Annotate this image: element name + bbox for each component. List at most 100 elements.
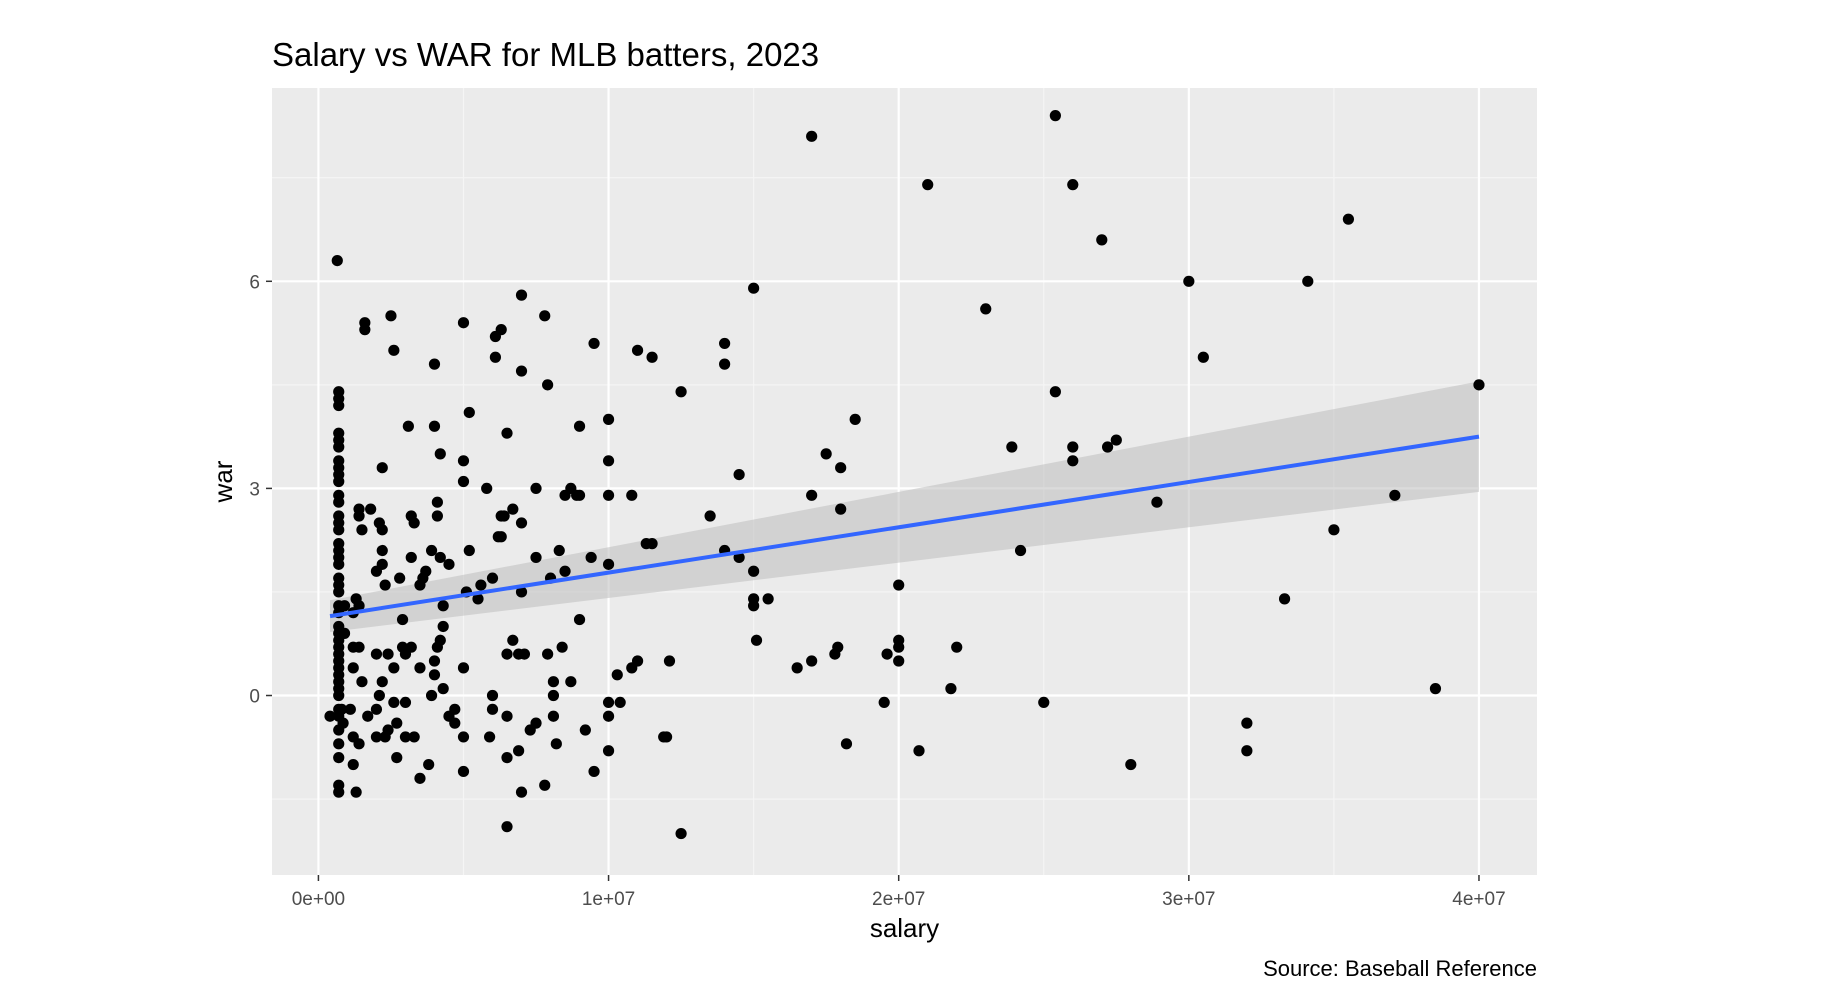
data-point [579,724,591,736]
data-point [356,676,368,688]
data-point [1241,717,1253,729]
data-point [425,544,438,557]
data-point [344,703,356,715]
data-point [1278,593,1291,605]
data-point [515,365,528,377]
data-point [913,745,925,757]
data-point [353,600,365,612]
data-point [376,524,388,536]
x-tick-label: 0e+00 [292,889,345,910]
y-axis: 0 3 6 [249,272,272,708]
data-point [333,752,345,764]
data-point [614,696,626,709]
data-point [449,717,461,729]
data-point [1049,110,1061,122]
y-tick-label: 3 [249,479,260,500]
data-point [573,489,586,501]
data-point [337,717,349,729]
chart-title: Salary vs WAR for MLB batters, 2023 [272,36,819,73]
data-point [370,648,383,660]
data-point [602,696,615,709]
major-gridlines [272,88,1537,875]
data-point [391,752,403,764]
data-point [350,786,362,798]
data-point [402,420,414,432]
data-point [602,710,615,722]
data-point [472,593,484,605]
data-point [1049,386,1061,398]
data-point [365,503,377,515]
x-tick-label: 4e+07 [1452,889,1505,910]
data-point [423,758,435,771]
data-point [840,738,853,750]
data-point [542,648,554,660]
data-point [333,475,345,488]
data-point [481,482,493,495]
data-point [333,496,345,508]
data-point [408,731,420,743]
x-tick-label: 1e+07 [582,889,635,910]
data-point [338,600,351,612]
data-point [515,289,528,301]
data-point [391,717,403,729]
data-point [373,689,385,702]
data-point [376,558,388,570]
data-point [382,648,394,660]
data-point [431,510,443,522]
data-point [388,662,400,674]
data-point [602,455,615,467]
data-point [353,641,365,653]
data-point [646,351,658,363]
data-point [463,544,475,557]
data-point [437,600,449,612]
data-point [501,427,513,439]
data-point [331,254,343,267]
data-point [1110,434,1122,446]
data-point [394,572,406,584]
y-tick-label: 0 [249,687,260,708]
data-point [338,627,351,639]
data-point [333,689,345,702]
data-point [405,641,417,653]
data-point [431,496,443,508]
data-point [428,655,441,667]
data-point [675,827,687,840]
data-point [457,662,470,674]
data-point [602,745,615,757]
data-point [547,676,560,688]
data-point [893,641,905,653]
data-point [333,738,345,750]
data-point [832,641,844,653]
data-point [881,648,893,660]
data-point [1101,441,1114,453]
data-point [530,482,542,495]
data-point [542,379,554,391]
data-point [486,703,499,715]
fit-line-layer [329,434,1480,619]
regression-line [329,434,1480,619]
data-point [484,731,496,743]
data-point [347,758,359,771]
data-point [362,710,374,722]
data-point [457,475,470,488]
data-point [347,662,359,674]
data-point [333,586,345,598]
data-point [333,441,345,453]
data-point [385,310,397,322]
data-point [1241,745,1253,757]
data-point [396,613,409,626]
data-point [1067,179,1079,191]
data-point [370,731,383,743]
data-point [501,821,513,833]
data-point [1038,696,1050,709]
data-point [437,620,449,633]
data-point [646,538,658,550]
data-point [573,613,586,626]
data-point [498,510,510,522]
data-point [434,634,446,646]
data-point [945,683,957,695]
data-point [660,731,673,743]
data-point [515,586,528,598]
data-point [1067,455,1079,467]
data-point [719,337,731,350]
